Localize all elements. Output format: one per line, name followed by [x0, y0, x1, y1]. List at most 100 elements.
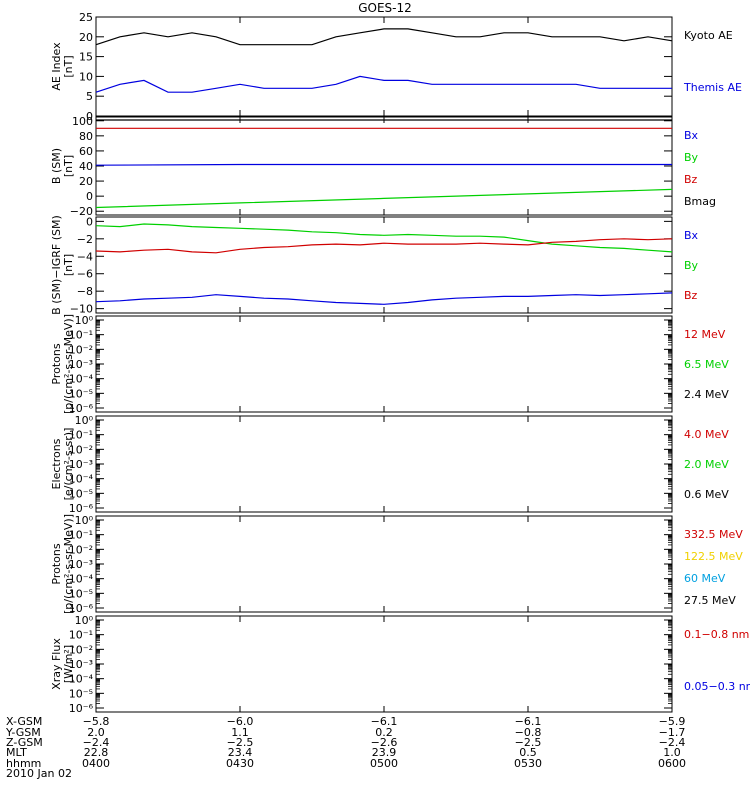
- y-tick-label: 10⁻¹: [69, 329, 93, 342]
- panel-frame: [95, 615, 673, 713]
- tick-value-z-gsm: −2.6: [371, 736, 398, 749]
- y-tick-label: 10⁰: [75, 314, 94, 327]
- y-tick-label: 10⁻³: [69, 458, 93, 471]
- y-tick-label: 10⁻¹: [69, 529, 93, 542]
- y-axis-label: Electrons: [50, 438, 63, 489]
- tick-value-mlt: 1.0: [663, 746, 681, 759]
- y-tick-label: 10⁻²: [69, 443, 93, 456]
- tick-value-mlt: 22.8: [84, 746, 109, 759]
- panel-7: 10⁰ 10⁻¹10⁻² 10⁻³ 10⁻⁴10⁻⁵ 10⁻⁶ Xray Flux [W/m…: [50, 614, 750, 715]
- y-tick-label: 10⁻⁴: [69, 673, 94, 686]
- series-line-bz: [95, 238, 673, 254]
- y-tick-label: 10⁻¹: [69, 429, 93, 442]
- panel-frame: [95, 515, 673, 613]
- legend-label: 4.0 MeV: [684, 428, 729, 441]
- date-label: 2010 Jan 02: [6, 767, 72, 780]
- legend-label: 0.6 MeV: [684, 488, 729, 501]
- tick-value-hhmm: 0400: [82, 757, 110, 770]
- series-line-bx: [95, 163, 672, 166]
- y-axis-label: Protons: [50, 343, 63, 384]
- y-tick-label: 10⁰: [75, 414, 94, 427]
- y-axis-label: [p/(cm²-s-sr-MeV)]: [62, 514, 75, 614]
- y-axis-label: B (SM): [50, 148, 63, 184]
- series-line-bx: [95, 292, 673, 305]
- tick-value-z-gsm: −2.4: [659, 736, 686, 749]
- legend-label: Bx: [684, 229, 699, 242]
- panel-frame: [95, 315, 673, 413]
- y-tick-label: 10⁻³: [69, 358, 93, 371]
- tick-value-hhmm: 0600: [658, 757, 686, 770]
- y-axis-label: [W/m²]: [62, 645, 75, 683]
- y-tick-label: 10⁻³: [69, 658, 93, 671]
- ephemeris-axis: X-GSM −5.8 −6.0 −6.1 −6.1 −5.9Y-GSM 2.0 1.1 0.2−…: [5, 715, 686, 780]
- tick-value-x-gsm: −5.8: [83, 715, 110, 728]
- y-tick-label: 10⁰: [75, 514, 94, 527]
- panel-3: −10 −8 −6 −4 −2 0 B (SM)−IGRF (SM) [nT] Bx By Bz: [50, 215, 699, 315]
- legend-label: Bz: [684, 289, 698, 302]
- tick-value-mlt: 23.4: [228, 746, 253, 759]
- y-tick-label: −4: [77, 250, 93, 263]
- y-tick-label: −2: [77, 233, 93, 246]
- legend-label: 6.5 MeV: [684, 358, 729, 371]
- legend-label: 0.1−0.8 nm: [684, 628, 749, 641]
- y-tick-label: 0: [86, 110, 93, 123]
- panel-1: 0 5 10 15 20 25 AE Index [nT] Kyoto AE Themis AE: [50, 11, 742, 123]
- tick-value-hhmm: 0530: [514, 757, 542, 770]
- panel-frame: [95, 116, 673, 216]
- series-line-by: [95, 188, 673, 209]
- y-tick-label: −6: [77, 268, 93, 281]
- y-axis-label: [nT]: [62, 155, 75, 177]
- tick-value-y-gsm: −1.7: [659, 726, 686, 739]
- y-axis-label: [e/(cm²-s-sr)]: [62, 428, 75, 501]
- y-tick-label: 100: [72, 115, 93, 128]
- y-tick-label: 15: [79, 51, 93, 64]
- panel-6: 10⁰ 10⁻¹10⁻² 10⁻³ 10⁻⁴10⁻⁵ 10⁻⁶ Protons [p/(cm…: [50, 514, 743, 615]
- y-tick-label: 10⁻⁶: [69, 702, 94, 715]
- legend-label: 2.4 MeV: [684, 388, 729, 401]
- y-tick-label: 5: [86, 90, 93, 103]
- tick-value-hhmm: 0500: [370, 757, 398, 770]
- tick-value-mlt: 0.5: [519, 746, 537, 759]
- row-label-hhmm: hhmm: [6, 757, 41, 770]
- y-tick-label: 60: [79, 145, 93, 158]
- y-axis-label: [nT]: [62, 254, 75, 276]
- row-label-y-gsm: Y-GSM: [5, 726, 41, 739]
- y-tick-label: 20: [79, 31, 93, 44]
- tick-value-y-gsm: −0.8: [515, 726, 542, 739]
- y-tick-label: 10⁻⁶: [69, 402, 94, 415]
- y-tick-label: −8: [77, 285, 93, 298]
- legend-label: Bmag: [684, 195, 716, 208]
- legend-label: Bx: [684, 129, 699, 142]
- panel-2: −20 0 20 40 60 80 100 B (SM) [nT] Bx By Bz Bmag: [50, 115, 716, 218]
- tick-value-x-gsm: −6.0: [227, 715, 254, 728]
- y-tick-label: 10⁻⁴: [69, 573, 94, 586]
- legend-label: 0.05−0.3 nm: [684, 680, 750, 693]
- y-axis-label: Xray Flux: [50, 638, 63, 690]
- tick-value-z-gsm: −2.4: [83, 736, 110, 749]
- y-tick-label: 0: [86, 190, 93, 203]
- row-label-z-gsm: Z-GSM: [6, 736, 43, 749]
- tick-value-y-gsm: 1.1: [231, 726, 249, 739]
- row-label-mlt: MLT: [6, 746, 27, 759]
- y-tick-label: 80: [79, 130, 93, 143]
- y-tick-label: 10⁻⁶: [69, 602, 94, 615]
- y-axis-label: Protons: [50, 543, 63, 584]
- y-tick-label: 0: [86, 215, 93, 228]
- tick-value-z-gsm: −2.5: [227, 736, 254, 749]
- y-tick-label: 10⁻⁵: [69, 587, 93, 600]
- tick-value-z-gsm: −2.5: [515, 736, 542, 749]
- chart-title: GOES-12: [358, 1, 412, 15]
- row-label-x-gsm: X-GSM: [6, 715, 42, 728]
- y-tick-label: 10⁻¹: [69, 629, 93, 642]
- y-tick-label: 10: [79, 70, 93, 83]
- legend-label: By: [684, 259, 699, 272]
- legend-label: 122.5 MeV: [684, 550, 743, 563]
- y-tick-label: 10⁰: [75, 614, 94, 627]
- legend-label: Bz: [684, 173, 698, 186]
- y-tick-label: 10⁻⁵: [69, 687, 93, 700]
- panel-frame: [95, 415, 673, 513]
- y-tick-label: 10⁻⁴: [69, 373, 94, 386]
- y-tick-label: 25: [79, 11, 93, 24]
